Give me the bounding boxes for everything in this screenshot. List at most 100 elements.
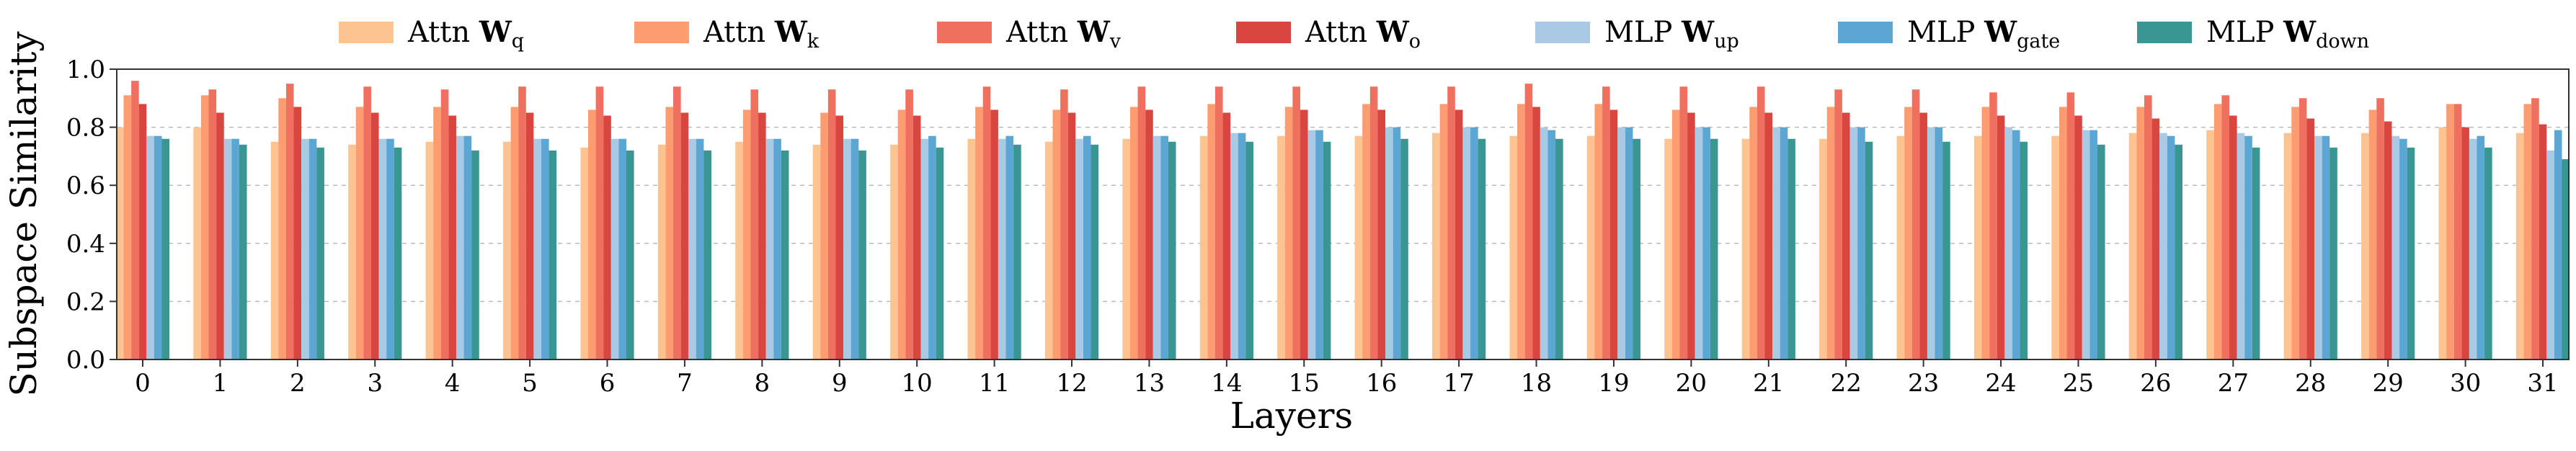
bar-up-layer-12 [1075,138,1083,360]
bar-o-layer-11 [990,110,998,360]
x-tick-label: 30 [2450,369,2481,398]
bar-gate-layer-23 [1935,127,1943,360]
bar-k-layer-3 [355,107,364,360]
bar-up-layer-30 [2469,138,2477,360]
bar-gate-layer-3 [386,138,394,360]
x-tick-label: 8 [755,369,770,398]
x-tick-label: 23 [1908,369,1939,398]
bar-gate-layer-19 [1625,127,1633,360]
bar-down-layer-5 [548,150,557,360]
bar-v-layer-28 [2299,98,2307,360]
bar-q-layer-21 [1741,138,1750,360]
bar-o-layer-22 [1842,112,1850,360]
bar-group-layer-21 [1741,86,1795,360]
bar-down-layer-7 [703,150,712,360]
bar-down-layer-11 [1013,144,1021,360]
bar-o-layer-6 [603,115,611,360]
bar-q-layer-23 [1896,135,1905,360]
bar-o-layer-19 [1609,110,1618,360]
bar-gate-layer-10 [928,135,936,360]
bar-down-layer-10 [936,147,944,360]
x-tick-label: 21 [1753,369,1784,398]
bar-q-layer-30 [2438,127,2447,360]
bar-o-layer-16 [1377,110,1386,360]
bar-gate-layer-5 [541,138,549,360]
legend-item-o: Attn Wo [1236,15,1421,53]
bar-up-layer-0 [146,135,154,360]
x-axis: 0 1 2 3 4 5 6 7 8 9 10 11 12 13 14 15 16 17 18 19 20 21 22 23 24… [135,360,2559,398]
bar-v-layer-0 [131,81,139,360]
bar-group-layer-3 [348,86,402,360]
bar-v-layer-20 [1679,86,1688,360]
bar-v-layer-2 [285,84,294,360]
bar-o-layer-2 [293,107,302,360]
bar-k-layer-30 [2446,104,2454,360]
bar-v-layer-10 [905,89,913,360]
bar-v-layer-16 [1369,86,1378,360]
bar-v-layer-30 [2453,104,2462,360]
bar-gate-layer-7 [696,138,704,360]
bar-k-layer-4 [433,107,441,360]
bar-gate-layer-31 [2554,130,2562,360]
bar-k-layer-31 [2523,104,2532,360]
bar-up-layer-18 [1540,127,1548,360]
legend-swatch-up [1535,22,1590,43]
bar-up-layer-6 [610,138,619,360]
bar-up-layer-20 [1695,127,1703,360]
bar-up-layer-14 [1230,133,1238,360]
legend-item-up: MLP Wup [1535,15,1739,53]
bar-down-layer-6 [626,150,634,360]
bar-gate-layer-29 [2399,138,2407,360]
x-tick-label: 14 [1211,369,1242,398]
x-tick-label: 4 [445,369,461,398]
bar-group-layer-13 [1122,86,1176,360]
bar-o-layer-9 [835,115,844,360]
bar-down-layer-9 [858,150,866,360]
x-tick-label: 22 [1831,369,1862,398]
bar-group-layer-16 [1354,86,1408,360]
bar-v-layer-15 [1292,86,1300,360]
bar-group-layer-31 [2515,98,2570,360]
bar-o-layer-8 [758,112,766,360]
gridlines [117,126,2569,303]
bar-q-layer-18 [1509,135,1518,360]
bar-o-layer-4 [448,115,456,360]
bar-group-layer-4 [425,89,479,360]
bar-k-layer-10 [897,110,906,360]
y-axis: 0.0 0.2 0.4 0.6 0.8 1.0 [66,55,117,375]
bars [115,81,2570,360]
x-tick-label: 24 [1985,369,2016,398]
bar-k-layer-9 [820,112,828,360]
x-tick-label: 5 [522,369,538,398]
bar-group-layer-25 [2051,92,2105,360]
bar-q-layer-4 [425,141,434,360]
bar-up-layer-21 [1772,127,1780,360]
bar-group-layer-30 [2438,104,2492,360]
bar-up-layer-29 [2391,135,2400,360]
legend-label-down: MLP Wdown [2206,15,2369,53]
bar-v-layer-23 [1911,89,1920,360]
bar-group-layer-18 [1509,84,1563,360]
legend-swatch-gate [1838,22,1893,43]
bar-up-layer-3 [378,138,387,360]
x-tick-label: 27 [2218,369,2249,398]
bar-k-layer-28 [2291,107,2299,360]
legend-swatch-down [2137,22,2192,43]
bar-q-layer-14 [1199,135,1208,360]
bar-o-layer-0 [138,104,147,360]
legend-item-v: Attn Wv [937,15,1122,53]
bar-q-layer-27 [2206,130,2214,360]
bar-group-layer-0 [115,81,170,360]
bar-k-layer-29 [2368,110,2377,360]
bar-k-layer-7 [665,107,674,360]
bar-k-layer-6 [588,110,596,360]
plot-frame [116,68,2570,360]
bar-up-layer-25 [2082,130,2090,360]
bar-up-layer-5 [533,138,541,360]
bar-k-layer-2 [278,98,286,360]
bar-q-layer-26 [2128,133,2137,360]
bar-k-layer-20 [1671,110,1680,360]
bar-o-layer-30 [2461,127,2469,360]
